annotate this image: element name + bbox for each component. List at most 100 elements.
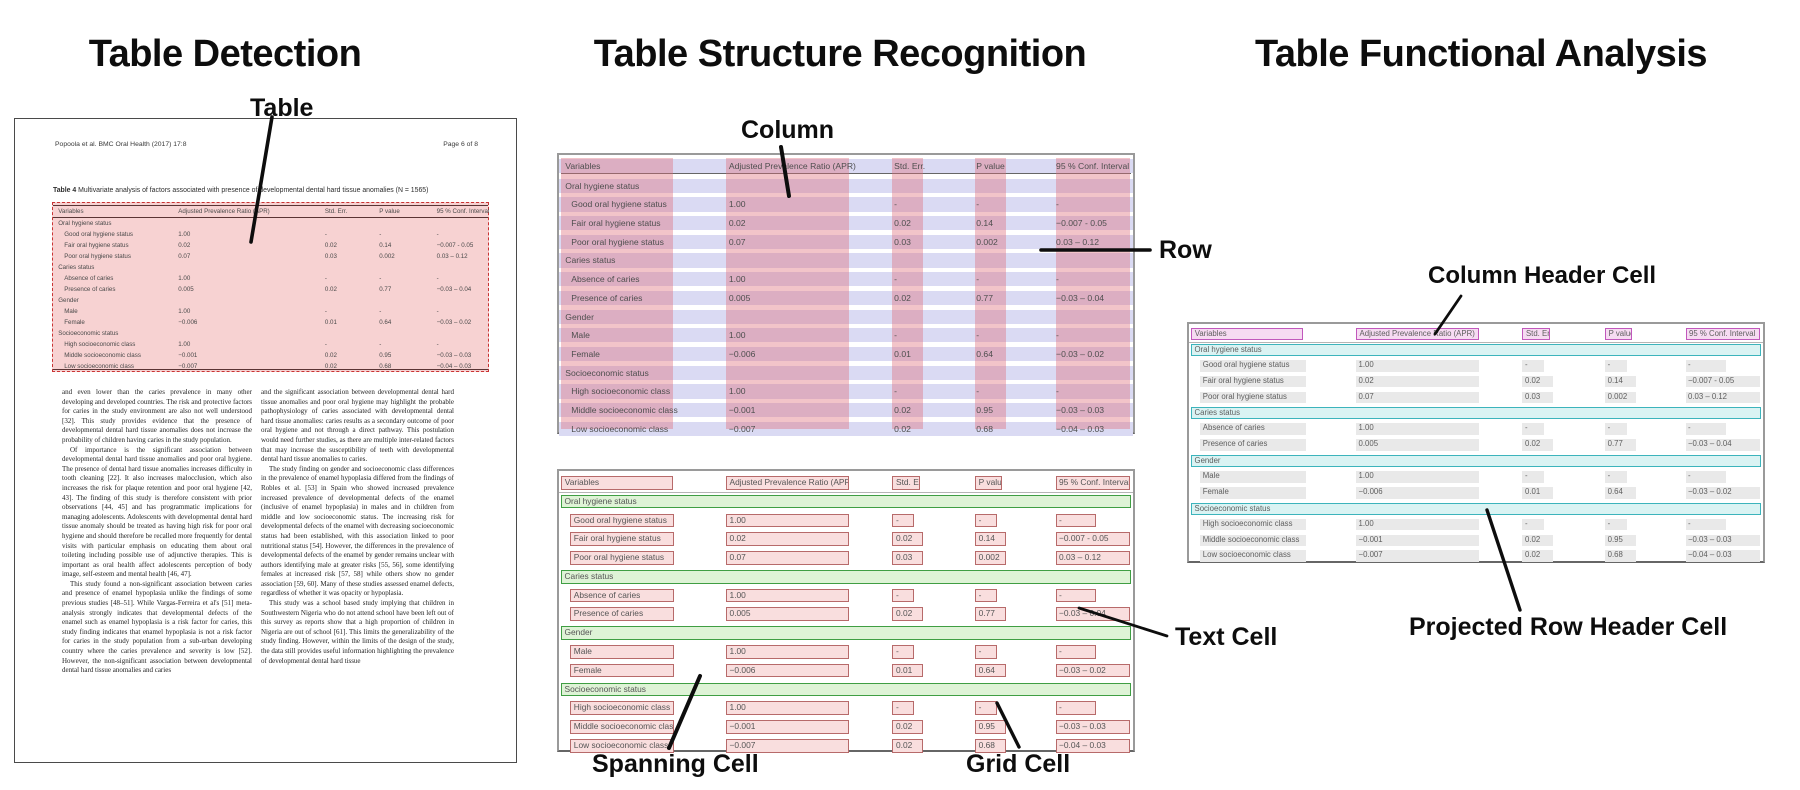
body-text-column-right: and the significant association between … — [261, 388, 454, 676]
table-caption-text: Multivariate analysis of factors associa… — [76, 187, 429, 194]
text-cell-callout-label: Text Cell — [1175, 623, 1278, 651]
data-row: Good oral hygiene status 1.00 - - - — [53, 229, 488, 240]
section-row: Gender — [559, 309, 1133, 324]
text-cell: 0.002 — [1605, 391, 1637, 404]
data-row: Absence of caries 1.00 - - - — [53, 273, 488, 284]
table-cell-text: - — [1056, 330, 1059, 341]
table-cell: −0.007 - 0.05 — [436, 242, 474, 249]
header-row: Variables Adjusted Prevalence Ratio (APR)… — [53, 205, 490, 218]
header-cell: 95 % Conf. Interval — [436, 208, 490, 215]
table-cell-text: 1.00 — [728, 274, 746, 285]
data-row: Male 1.00 - - - — [559, 328, 1133, 343]
grid-cell: −0.007 — [726, 738, 849, 753]
grid-cell: 0.07 — [726, 551, 849, 565]
data-row: Middle socioeconomic class −0.001 0.02 0.95… — [53, 350, 488, 361]
row-band — [559, 216, 1133, 231]
grid-cell-callout-label: Grid Cell — [966, 750, 1071, 778]
data-row: Fair oral hygiene status 0.02 0.02 0.14 −0.0… — [559, 216, 1133, 231]
header-grid-cell: 95 % Conf. Interval — [1055, 476, 1131, 490]
text-cell: 0.02 — [1356, 375, 1479, 388]
column-band — [1055, 158, 1131, 429]
section-row: Gender — [559, 626, 1133, 640]
grid-cell: - — [1055, 645, 1096, 659]
text-cell: 0.02 — [1522, 550, 1554, 563]
text-cell: - — [1685, 359, 1726, 372]
text-cell: −0.001 — [1356, 534, 1479, 547]
text-cell: Presence of caries — [1200, 439, 1307, 452]
table-cell: 1.00 — [178, 231, 191, 238]
text-cell: - — [1605, 518, 1627, 531]
table-cell-text: - — [894, 274, 898, 285]
table-cell: - — [324, 231, 327, 238]
data-row: Male 1.00 - - - — [559, 645, 1133, 659]
header-cell: Std. Err. — [324, 208, 348, 215]
data-row: Poor oral hygiene status 0.07 0.03 0.002 0.0… — [53, 251, 488, 262]
table-cell: - — [436, 275, 439, 282]
grid-cell: - — [975, 645, 997, 659]
data-row: Absence of caries 1.00 - - - — [559, 588, 1133, 603]
text-cell: 0.14 — [1605, 375, 1637, 388]
table-structure-recognition-title: Table Structure Recognition — [593, 33, 1087, 75]
text-cell: 0.95 — [1605, 534, 1637, 547]
grid-cell: - — [975, 588, 997, 603]
grid-cell: - — [1055, 701, 1096, 715]
row-band — [559, 253, 1133, 268]
table-cell: 0.64 — [379, 319, 392, 326]
table-cell-text: - — [894, 199, 898, 210]
section-row: Gender — [53, 295, 488, 306]
table-cell: −0.03 – 0.04 — [436, 286, 472, 293]
table-cell-text: 0.02 — [728, 218, 746, 229]
data-row: Middle socioeconomic class −0.001 0.02 0.95… — [559, 402, 1133, 418]
table-cell: 0.07 — [178, 253, 191, 260]
column-header-cell: Adjusted Prevalence Ratio (APR) — [1356, 328, 1479, 340]
body-paragraph: and even lower than the caries prevalenc… — [62, 388, 252, 444]
data-row: Low socioeconomic class −0.007 0.02 0.68 −0.… — [1189, 550, 1763, 563]
text-cell: Low socioeconomic class — [1200, 550, 1307, 563]
table-cell: −0.03 – 0.03 — [436, 352, 472, 359]
table-cell-text: P value — [976, 161, 1005, 171]
table-cell: −0.04 – 0.03 — [436, 363, 472, 370]
table-cell: - — [436, 341, 439, 348]
data-row: Presence of caries 0.005 0.02 0.77 −0.03 – 0… — [559, 290, 1133, 306]
table-cell-text: - — [976, 386, 980, 397]
data-row: High socioeconomic class 1.00 - - - — [559, 701, 1133, 715]
grid-cell: - — [1055, 588, 1096, 603]
column-header-cell: Std. Err. — [1522, 328, 1551, 340]
table-cell-text: - — [1056, 386, 1059, 397]
grid-cell: Absence of caries — [570, 588, 674, 603]
data-row: Female −0.006 0.01 0.64 −0.03 – 0.02 — [559, 663, 1133, 678]
text-cell: 0.005 — [1356, 439, 1479, 452]
row-band — [559, 197, 1133, 212]
column-header-cell: 95 % Conf. Interval — [1685, 328, 1761, 340]
table-cell-text: 0.68 — [976, 423, 993, 434]
grid-cell: 0.03 – 0.12 — [1055, 551, 1131, 565]
data-row: Poor oral hygiene status 0.07 0.03 0.002 0.0… — [559, 551, 1133, 565]
text-cell: - — [1522, 359, 1545, 372]
table-cell-text: - — [1056, 199, 1059, 210]
grid-cell: High socioeconomic class — [570, 701, 674, 715]
text-cell: Middle socioeconomic class — [1200, 534, 1307, 547]
data-row: Fair oral hygiene status 0.02 0.02 0.14 −0.0… — [1189, 375, 1763, 388]
table-cell-text: 0.02 — [894, 292, 911, 303]
table-cell-text: 0.02 — [894, 404, 911, 415]
table-cell-text: 0.14 — [976, 218, 993, 229]
table-cell-text: 0.77 — [976, 292, 993, 303]
table-cell: 0.95 — [379, 352, 392, 359]
table-cell: −0.006 — [178, 319, 198, 326]
table-cell-text: 0.02 — [894, 218, 911, 229]
data-row: Poor oral hygiene status 0.07 0.03 0.002 0.0… — [1189, 391, 1763, 404]
grid-cell: Male — [570, 645, 674, 659]
header-row: Variables Adjusted Prevalence Ratio (APR)… — [1189, 328, 1763, 343]
spanning-cell: Gender — [561, 626, 1131, 640]
section-row: Socioeconomic status — [559, 682, 1133, 697]
data-row: Absence of caries 1.00 - - - — [559, 272, 1133, 287]
data-row: Female −0.006 0.01 0.64 −0.03 – 0.02 — [53, 317, 488, 328]
table-cell: 0.02 — [324, 363, 337, 370]
data-row: Middle socioeconomic class −0.001 0.02 0.95… — [1189, 534, 1763, 547]
projected-row-header-cell: Oral hygiene status — [1191, 343, 1761, 356]
table-cell: 0.77 — [379, 286, 392, 293]
data-row: Low socioeconomic class −0.007 0.02 0.68 −0.… — [559, 421, 1133, 436]
row-band — [559, 421, 1133, 436]
text-cell: −0.007 — [1356, 550, 1479, 563]
table-cell: Middle socioeconomic class — [64, 352, 141, 359]
